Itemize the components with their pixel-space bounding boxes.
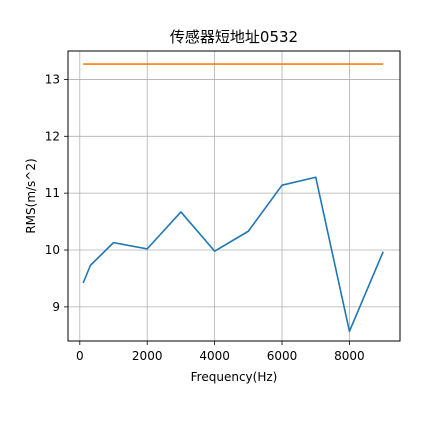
y-tick-label: 10 [45, 243, 60, 257]
x-axis-label: Frequency(Hz) [191, 370, 278, 384]
grid [68, 51, 400, 341]
x-tick-label: 6000 [267, 349, 298, 363]
series-line-1 [82, 176, 384, 333]
x-tick-label: 8000 [334, 349, 365, 363]
x-tick-label: 2000 [132, 349, 163, 363]
y-tick-label: 9 [52, 300, 60, 314]
x-tick-label: 4000 [199, 349, 230, 363]
y-tick-label: 11 [45, 186, 60, 200]
y-tick-label: 13 [45, 72, 60, 86]
chart-title: 传感器短地址0532 [170, 28, 298, 46]
plot-frame [67, 50, 401, 342]
x-tick-label: 0 [76, 349, 84, 363]
series-layer [82, 63, 384, 333]
y-axis-label: RMS(m/s^2) [24, 158, 38, 233]
y-tick-label: 12 [45, 129, 60, 143]
ticks: 0 2000 4000 6000 8000 9 10 11 12 13 [45, 72, 365, 363]
